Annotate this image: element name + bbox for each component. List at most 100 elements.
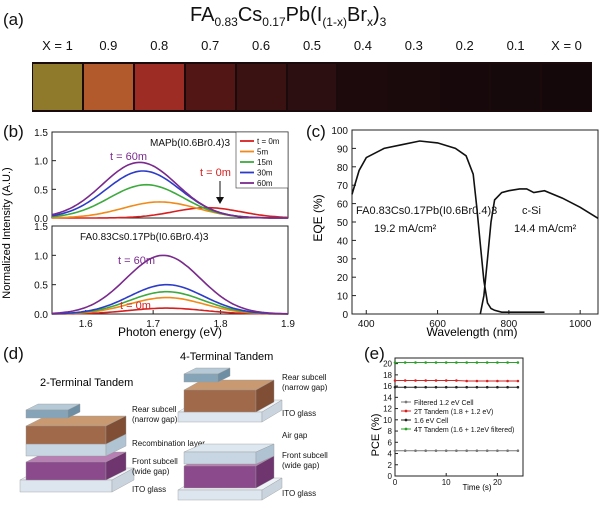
silicon-current: 14.4 mA/cm² [514, 223, 577, 235]
ito-glass-layer [111, 467, 135, 493]
y-tick-label: 2 [388, 461, 393, 470]
y-tick-label: 100 [331, 126, 348, 137]
sample-label: 0.4 [353, 38, 372, 53]
pce-data-point [496, 449, 499, 452]
pce-data-point [516, 449, 520, 452]
sample-swatch [440, 64, 490, 110]
legend-marker [404, 400, 408, 404]
rear-subcell-layer [255, 379, 275, 413]
y-tick-label: 0 [388, 472, 393, 481]
perovskite-label: FA0.83Cs0.17Pb(I0.6Br0.4)3 [356, 205, 497, 217]
pce-data-point [475, 379, 479, 383]
air-gap-label: Air gap [282, 431, 308, 440]
y-tick-label: 14 [383, 393, 392, 402]
panel-b-frame [51, 225, 289, 315]
front-subcell-layer [183, 465, 257, 489]
sample-swatch [491, 64, 541, 110]
y-tick-label: 0 [342, 310, 348, 321]
x-tick-label: 20 [493, 478, 502, 487]
sample-label: 0.3 [404, 38, 423, 53]
front-subcell-label: Front subcell [132, 457, 178, 466]
ito-glass-label: ITO glass [282, 489, 316, 498]
pce-data-point [506, 449, 509, 452]
pce-data-point [485, 449, 489, 452]
pce-data-point [393, 361, 397, 364]
rear-subcell-layer [105, 415, 127, 445]
wide-gap-label: (wide gap) [132, 467, 170, 476]
contact-layer [183, 451, 257, 465]
x-tick-label: 800 [501, 319, 518, 330]
pce-data-point [475, 449, 479, 452]
front-subcell-layer [25, 461, 107, 481]
ito-glass-layer [261, 477, 283, 501]
contact-layer [183, 373, 219, 383]
pce-data-point [403, 361, 407, 364]
sample-swatch [542, 64, 591, 110]
top-compound-label: MAPb(I0.6Br0.4)3 [150, 138, 230, 149]
pl-series-line [51, 201, 289, 219]
y-tick-label: 1.5 [34, 128, 48, 139]
y-tick-label: 20 [337, 273, 349, 284]
sample-label: X = 0 [551, 38, 582, 53]
panel-c-frame [351, 129, 599, 315]
legend-label: 2T Tandem (1.8 + 1.2 eV) [414, 409, 493, 416]
sample-swatch [185, 64, 235, 110]
x-tick-label: 0 [393, 478, 398, 487]
legend-label: 4T Tandem (1.6 + 1.2eV filtered) [414, 427, 514, 434]
sample-label: 0.6 [252, 38, 271, 53]
y-tick-label: 1.0 [34, 157, 48, 168]
y-tick-label: 0.0 [34, 310, 48, 321]
pce-data-point [485, 385, 489, 389]
contact-layer [25, 409, 69, 419]
pce-data-point [465, 385, 468, 389]
wide-gap-label: (wide gap) [282, 461, 320, 470]
pce-data-point [434, 379, 438, 382]
x-tick-label: 400 [358, 319, 375, 330]
sample-swatch [287, 64, 337, 110]
sample-swatch [33, 64, 82, 110]
recombination-label: Recombination layer [132, 439, 205, 448]
panel-e-frame [394, 357, 524, 477]
ito-glass-layer [19, 479, 113, 493]
pce-data-point [506, 361, 509, 364]
pce-data-point [444, 385, 448, 389]
perovskite-current: 19.2 mA/cm² [374, 223, 437, 235]
ito-glass-label: ITO glass [132, 485, 166, 494]
pce-data-point [424, 379, 427, 382]
front-subcell-label: Front subcell [282, 451, 328, 460]
y-tick-label: 40 [337, 236, 349, 247]
pce-data-point [434, 449, 438, 452]
pce-data-point [434, 385, 438, 389]
pce-data-point [465, 361, 468, 364]
y-tick-label: 10 [337, 292, 349, 303]
ito-glass-label: ITO glass [282, 409, 316, 418]
sample-swatch [236, 64, 286, 110]
panel-c-chart: EQE (%) Wavelength (nm) 0 10 20 30 40 50 60 70 8… [311, 126, 599, 339]
pl-series-line [51, 283, 289, 315]
y-tick-label: 6 [388, 438, 393, 447]
narrow-gap-label: (narrow gap) [132, 415, 178, 424]
y-tick-label: 0.5 [34, 185, 48, 196]
pce-data-point [434, 361, 438, 364]
pce-data-point [424, 449, 427, 452]
two-terminal-title: 2-Terminal Tandem [40, 377, 133, 389]
y-tick-label: 80 [337, 163, 349, 174]
pce-data-point [455, 449, 458, 452]
pce-data-point [506, 385, 509, 389]
sample-label: 0.2 [455, 38, 474, 53]
rear-subcell-label: Rear subcell [132, 405, 177, 414]
pce-data-point [485, 379, 489, 383]
pce-data-point [393, 449, 397, 452]
y-tick-label: 60 [337, 200, 349, 211]
pce-data-point [414, 385, 417, 389]
sample-label: 0.5 [302, 38, 322, 53]
pce-data-point [403, 385, 407, 389]
contact-layer [217, 367, 231, 383]
y-tick-label: 30 [337, 255, 349, 266]
pce-data-point [465, 379, 468, 383]
pce-data-point [516, 385, 520, 389]
pce-data-point [485, 361, 489, 364]
annotation-60m: t = 60m [118, 255, 155, 267]
panel-b-xlabel: Photon energy (eV) [118, 325, 222, 339]
